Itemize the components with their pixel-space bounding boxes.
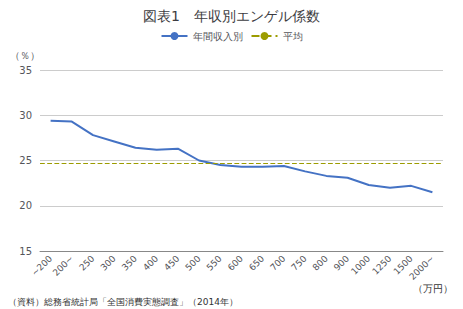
svg-text:1500: 1500 bbox=[391, 253, 415, 277]
svg-text:30: 30 bbox=[19, 110, 32, 121]
svg-text:~200: ~200 bbox=[30, 253, 55, 278]
svg-text:450: 450 bbox=[162, 253, 181, 272]
svg-text:20: 20 bbox=[19, 200, 32, 211]
svg-text:350: 350 bbox=[120, 253, 139, 272]
svg-text:平均: 平均 bbox=[283, 31, 303, 42]
svg-text:25: 25 bbox=[19, 155, 32, 166]
svg-text:図表1 年収別エンゲル係数: 図表1 年収別エンゲル係数 bbox=[143, 8, 320, 24]
svg-text:400: 400 bbox=[141, 253, 160, 272]
svg-text:200~: 200~ bbox=[51, 253, 76, 278]
svg-text:250: 250 bbox=[77, 253, 96, 272]
svg-text:（万円）: （万円） bbox=[413, 283, 453, 294]
svg-text:2000~: 2000~ bbox=[407, 253, 436, 282]
svg-text:700: 700 bbox=[268, 253, 287, 272]
svg-text:750: 750 bbox=[289, 253, 308, 272]
svg-text:15: 15 bbox=[19, 246, 32, 257]
svg-text:（資料）総務省統計局「全国消費実態調査」（2014年）: （資料）総務省統計局「全国消費実態調査」（2014年） bbox=[8, 297, 238, 307]
svg-text:650: 650 bbox=[247, 253, 266, 272]
svg-text:1250: 1250 bbox=[370, 253, 393, 276]
svg-text:500: 500 bbox=[183, 253, 202, 272]
svg-text:300: 300 bbox=[99, 253, 118, 272]
svg-text:35: 35 bbox=[19, 65, 32, 76]
svg-text:550: 550 bbox=[205, 253, 224, 272]
svg-text:年間収入別: 年間収入別 bbox=[193, 31, 243, 42]
svg-text:900: 900 bbox=[331, 253, 352, 273]
svg-text:800: 800 bbox=[311, 253, 330, 272]
svg-text:1000: 1000 bbox=[349, 253, 372, 276]
svg-text:（％）: （％） bbox=[10, 50, 40, 61]
svg-text:600: 600 bbox=[226, 253, 245, 272]
